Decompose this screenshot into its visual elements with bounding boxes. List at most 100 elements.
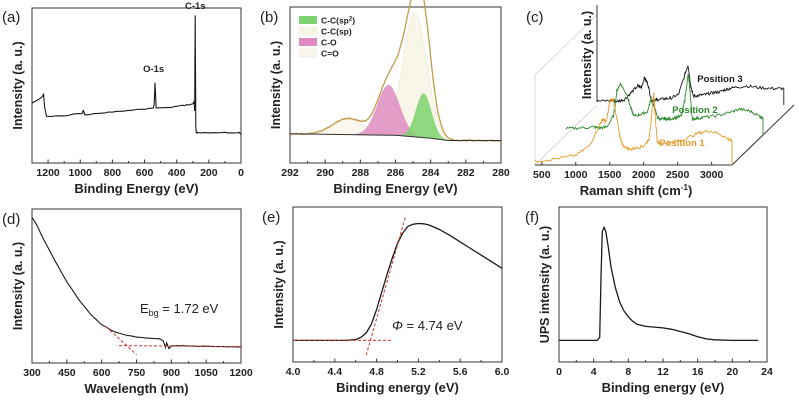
x-axis-label: Binding energy (eV) xyxy=(336,380,459,395)
x-tick-label: 600 xyxy=(93,367,111,379)
x-tick-label: 4 xyxy=(591,366,597,378)
x-tick-label: 290 xyxy=(316,167,334,179)
x-tick-label: 16 xyxy=(692,366,704,378)
x-tick-label: 3000 xyxy=(700,169,724,181)
bandgap-annotation-rest: = 1.72 eV xyxy=(159,301,219,316)
y-axis-label: Intensity (a. u.) xyxy=(272,240,286,328)
legend-label-sup: 2 xyxy=(349,17,353,23)
component-peak-c-o xyxy=(290,84,501,141)
legend-label: C-C(sp) xyxy=(321,27,352,37)
y-axis-label: Intensity (a. u.) xyxy=(269,41,283,129)
depth-edge-left xyxy=(534,104,598,166)
legend-label-text: C-C(sp) xyxy=(321,27,352,37)
depth-edge-top xyxy=(534,14,598,76)
legend: C-C(sp2)C-C(sp)C-OC=O xyxy=(298,16,355,59)
x-tick-label: 280 xyxy=(492,167,510,179)
x-tick-label: 500 xyxy=(533,169,551,181)
series-label: Position 2 xyxy=(672,105,717,116)
panel-c: (c) Intensity (a. u.) 500 1000 1500 2000 2500 3… xyxy=(526,5,795,198)
y-axis-label: Intensity (a. u.) xyxy=(580,11,594,99)
series-line-ups-spectrum xyxy=(559,226,759,342)
x-axis-label: Binding energy (eV) xyxy=(602,380,725,395)
x-tick-label: 20 xyxy=(726,366,738,378)
background-baseline xyxy=(289,133,501,141)
work-function-annotation: Φ = 4.74 eV xyxy=(392,318,463,333)
panel-label: (e) xyxy=(262,209,280,226)
x-tick-label: 0 xyxy=(556,366,562,378)
plot-frame xyxy=(31,208,242,364)
x-tick-label: 4.8 xyxy=(369,366,384,378)
series-label: Position 3 xyxy=(697,74,742,85)
x-tick-label: 0 xyxy=(238,167,244,179)
x-axis-label: Binding Energy (eV) xyxy=(333,181,457,196)
x-tick-label: 8 xyxy=(625,366,631,378)
x-tick-label: 1200 xyxy=(36,167,60,179)
panel-d: (d) 300 450 600 750 900 1050 1200 Wavelength (nm… xyxy=(2,208,253,396)
x-tick-label: 292 xyxy=(281,167,299,179)
x-axis-label: Wavelength (nm) xyxy=(84,381,188,396)
legend-label: C=O xyxy=(321,49,339,59)
legend-swatch xyxy=(299,38,317,46)
x-tick-label: 600 xyxy=(136,167,154,179)
x-axis-label-suffix: ) xyxy=(688,183,692,198)
x-axis-label: Binding Energy (eV) xyxy=(74,181,198,196)
x-tick-label: 284 xyxy=(422,167,440,179)
x-axis-label-sup: -1 xyxy=(681,183,689,192)
x-tick-label: 1000 xyxy=(69,167,93,179)
x-tick-label: 4.4 xyxy=(327,366,342,378)
legend-label: C-C(sp2) xyxy=(321,16,355,26)
series-line-position-3 xyxy=(596,65,785,104)
panel-label: (f) xyxy=(525,209,539,226)
x-tick-label: 6.0 xyxy=(495,366,510,378)
panel-e: (e) 4.0 4.4 4.8 5.2 5.6 6.0 Binding energy (eV)… xyxy=(262,206,510,395)
x-tick-label: 200 xyxy=(200,167,218,179)
series-line-xps-survey xyxy=(31,15,242,135)
work-function-symbol: Φ xyxy=(392,318,403,333)
x-tick-label: 4.0 xyxy=(286,366,301,378)
panel-label: (b) xyxy=(260,9,278,26)
x-tick-label: 12 xyxy=(657,366,669,378)
legend-swatch xyxy=(298,48,318,58)
tangent-line xyxy=(119,345,242,348)
panel-b: (b) 292 290 288 286 284 282 280 Binding Energy (… xyxy=(260,0,510,196)
series-line-absorbance xyxy=(31,217,242,350)
series-label: Position 1 xyxy=(659,138,705,149)
legend-label-text: C=O xyxy=(321,49,339,59)
bandgap-annotation-sub: bg xyxy=(149,308,159,318)
legend-label-text: C-C(sp xyxy=(321,16,349,26)
x-tick-label: 1050 xyxy=(194,367,218,379)
series-line-position-1 xyxy=(534,92,733,163)
y-axis-label: Intensity (a. u.) xyxy=(11,242,25,330)
panel-a: (a) 1200 1000 800 600 400 200 0 Binding Energy (… xyxy=(2,1,244,196)
legend-label-suffix: ) xyxy=(352,16,355,26)
x-tick-label: 750 xyxy=(128,367,146,379)
legend-label-text: C-O xyxy=(321,38,337,48)
x-tick-label: 900 xyxy=(163,367,181,379)
tangent-line xyxy=(105,326,137,355)
x-tick-label: 24 xyxy=(761,366,773,378)
tangent-line xyxy=(365,215,407,356)
x-tick-label: 1000 xyxy=(564,169,588,181)
peak-label: C-1s xyxy=(185,1,206,12)
legend-label: C-O xyxy=(321,38,337,48)
panel-label: (d) xyxy=(2,211,20,228)
x-tick-label: 5.2 xyxy=(411,366,426,378)
peak-label: O-1s xyxy=(143,64,164,75)
y-axis-label: Intensity (a. u.) xyxy=(11,41,25,129)
bandgap-annotation-main: E xyxy=(140,301,149,316)
x-tick-label: 286 xyxy=(387,167,405,179)
x-tick-label: 450 xyxy=(58,367,76,379)
plot-frame xyxy=(292,206,503,363)
x-axis-label: Raman shift (cm-1) xyxy=(580,183,693,198)
series-line-ups-cutoff xyxy=(293,222,503,342)
panel-label: (a) xyxy=(2,9,20,26)
x-tick-label: 400 xyxy=(168,167,186,179)
x-tick-label: 282 xyxy=(457,167,475,179)
x-tick-label: 1500 xyxy=(598,169,622,181)
x-tick-label: 800 xyxy=(104,167,122,179)
x-tick-label: 2000 xyxy=(632,169,656,181)
work-function-value: = 4.74 eV xyxy=(403,318,463,333)
x-tick-label: 2500 xyxy=(666,169,690,181)
x-axis-label-text: Raman shift (cm xyxy=(580,183,681,198)
